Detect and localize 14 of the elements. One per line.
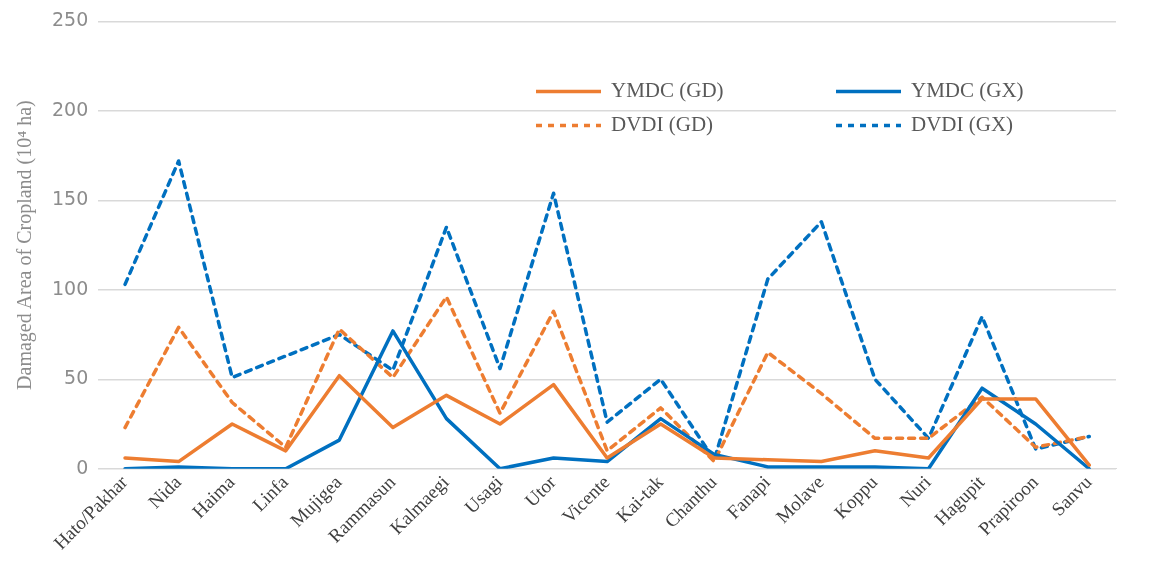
legend-label: YMDC (GX)	[911, 77, 1024, 102]
legend-label: DVDI (GD)	[611, 111, 714, 136]
y-axis-title: Damaged Area of Cropland (10⁴ ha)	[13, 100, 37, 390]
y-tick-label: 100	[52, 276, 89, 299]
x-tick-label: Nuri	[895, 471, 935, 511]
y-tick-label: 150	[52, 187, 89, 210]
y-tick-label: 50	[64, 366, 89, 389]
legend-label: YMDC (GD)	[611, 77, 724, 102]
y-tick-label: 0	[76, 455, 89, 478]
legend-label: DVDI (GX)	[911, 111, 1014, 136]
y-tick-label: 200	[52, 97, 89, 120]
y-tick-label: 250	[52, 8, 89, 31]
x-tick-label: Nida	[144, 470, 186, 513]
x-tick-label: Utor	[520, 470, 561, 511]
